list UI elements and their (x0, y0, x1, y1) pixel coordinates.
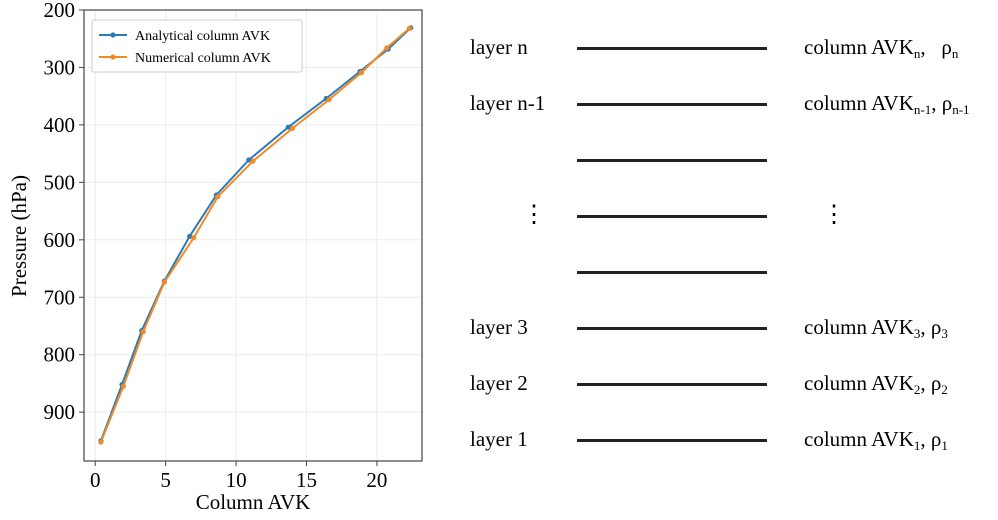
x-tick-label: 10 (226, 468, 247, 492)
data-point-numerical-column-avk (406, 25, 412, 31)
layer-label-1: layer 1 (470, 427, 528, 451)
column-avk-label-2: column AVK2, ρ2 (804, 371, 948, 397)
x-tick-label: 0 (90, 468, 101, 492)
y-tick-label: 800 (44, 343, 76, 367)
ellipsis-right: ⋮ (822, 202, 846, 228)
data-point-numerical-column-avk (215, 194, 221, 200)
column-avk-label-n-1: column AVKn-1, ρn-1 (804, 91, 970, 117)
legend-marker-analytical (110, 32, 116, 38)
layer-line-2 (577, 383, 767, 386)
ellipsis-left: ⋮ (522, 202, 546, 228)
data-point-analytical-column-avk (285, 124, 291, 130)
grid (84, 9, 422, 461)
y-axis-label: Pressure (hPa) (7, 175, 31, 297)
layer-line-1 (577, 439, 767, 442)
layer-label-n: layer n (470, 35, 528, 59)
column-avk-label-3: column AVK3, ρ3 (804, 315, 948, 341)
series-line-numerical-column-avk (99, 27, 410, 443)
layer-line-3 (577, 327, 767, 330)
layer-line-mid-3 (577, 271, 767, 274)
data-point-numerical-column-avk (289, 125, 296, 131)
legend: Analytical column AVK Numerical column A… (91, 19, 303, 73)
column-avk-label-n: column AVKn, ρn (804, 35, 959, 61)
layer-line-n (577, 47, 767, 50)
data-point-numerical-column-avk (98, 439, 104, 445)
legend-marker-numerical (110, 54, 116, 60)
data-point-numerical-column-avk (384, 45, 390, 51)
x-tick-label: 20 (366, 468, 387, 492)
legend-label-analytical: Analytical column AVK (135, 29, 270, 44)
data-point-numerical-column-avk (250, 158, 256, 164)
layer-label-2: layer 2 (470, 371, 528, 395)
layer-line-n-1 (577, 103, 767, 106)
data-point-analytical-column-avk (187, 233, 193, 239)
data-point-numerical-column-avk (161, 279, 167, 285)
y-tick-label: 200 (44, 0, 76, 22)
series-line-analytical-column-avk (99, 27, 412, 442)
x-tick-label: 5 (160, 468, 171, 492)
y-tick-label: 500 (44, 170, 76, 194)
series-group (98, 25, 414, 445)
layer-line-mid-2 (577, 215, 767, 218)
y-tick-label: 900 (44, 400, 76, 424)
column-avk-label-1: column AVK1, ρ1 (804, 427, 948, 453)
y-tick-label: 300 (44, 55, 76, 79)
y-tick-label: 600 (44, 228, 76, 252)
data-point-numerical-column-avk (120, 383, 127, 389)
y-tick-label: 400 (44, 113, 76, 137)
layer-label-3: layer 3 (470, 315, 528, 339)
plot-frame (83, 9, 423, 462)
data-point-numerical-column-avk (191, 234, 197, 241)
data-point-analytical-column-avk (246, 157, 252, 163)
layer-line-mid-1 (577, 159, 767, 162)
data-point-numerical-column-avk (326, 97, 332, 103)
data-point-numerical-column-avk (140, 329, 146, 335)
x-tick-label: 15 (296, 468, 317, 492)
layer-label-n-1: layer n-1 (470, 91, 546, 115)
legend-label-numerical: Numerical column AVK (135, 51, 271, 66)
axis-ticks: 0 5 10 15 20 200 300 400 500 600 700 800 900 (44, 0, 388, 492)
data-point-numerical-column-avk (358, 70, 365, 76)
legend-box (91, 19, 303, 73)
y-tick-label: 700 (44, 285, 76, 309)
x-axis-label: Column AVK (196, 490, 311, 514)
